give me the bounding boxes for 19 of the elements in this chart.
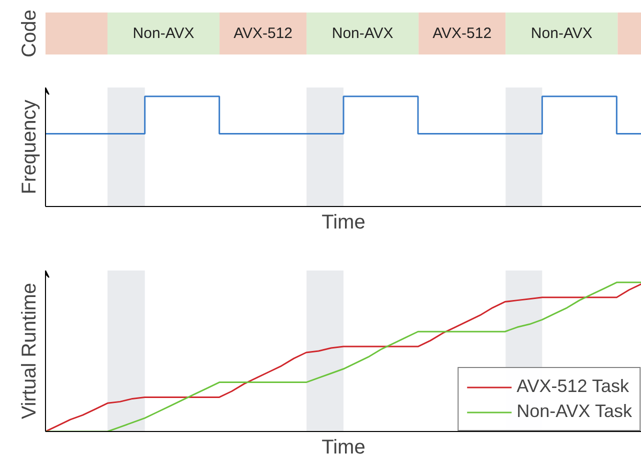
series-label: Non-AVX (332, 25, 394, 42)
x-axis-title: Time (322, 436, 366, 458)
bar (220, 12, 307, 54)
x-axis-title: Time (322, 212, 366, 234)
legend-label: AVX-512 Task (516, 376, 630, 397)
y-axis-title: Frequency (18, 100, 40, 194)
bar (506, 12, 618, 54)
bar (107, 12, 220, 54)
series-label: Non-AVX (530, 25, 592, 42)
series-label: AVX-512 (432, 25, 492, 42)
bar (46, 12, 108, 54)
y-axis-title: Code (18, 10, 40, 58)
y-axis-title: Virtual Runtime (18, 282, 40, 420)
bar (418, 12, 506, 54)
bar (618, 12, 641, 54)
series-label: Non-AVX (132, 25, 194, 42)
series-label: AVX-512 (234, 25, 293, 42)
legend-label: Non-AVX Task (516, 401, 632, 422)
bar (306, 12, 419, 54)
